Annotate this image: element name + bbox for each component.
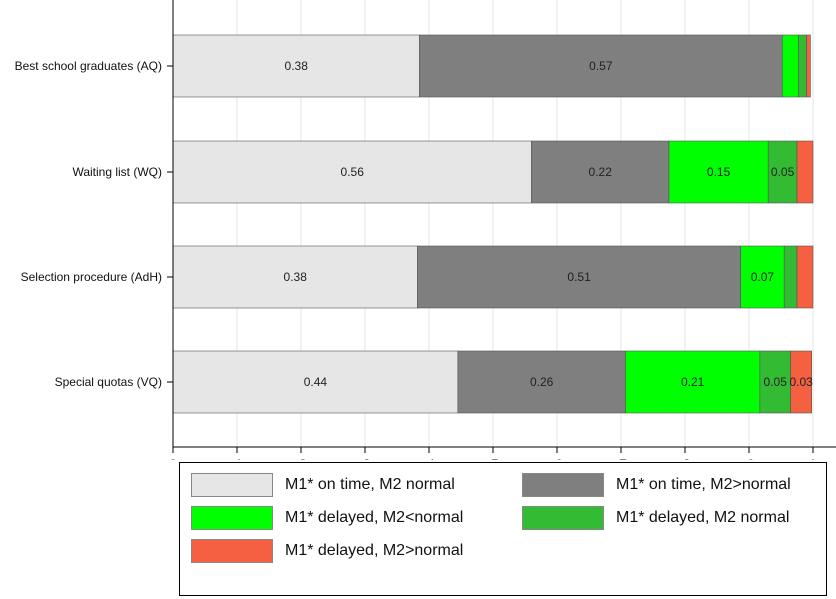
bar-segment <box>796 140 814 204</box>
axes: 0 .1 .2 .3 .4 .5 .6 .7 .8 .9 1 <box>167 0 836 460</box>
legend-item-3: M1* delayed, M2<normal <box>191 506 463 530</box>
bar-segment <box>797 34 807 98</box>
data-label: 0.22 <box>589 165 613 179</box>
legend-item-1: M1* on time, M2 normal <box>191 473 455 497</box>
data-label: 0.26 <box>530 375 554 389</box>
bar-segment <box>759 350 791 414</box>
x-tick-label: .2 <box>295 456 307 460</box>
legend-label-3: M1* delayed, M2<normal <box>285 509 464 526</box>
x-tick-label: .6 <box>551 456 563 460</box>
legend-label-4: M1* delayed, M2 normal <box>616 509 790 526</box>
bar-segment <box>783 245 798 309</box>
legend-item-5: M1* delayed, M2>normal <box>191 539 463 563</box>
legend-swatch-5 <box>191 539 273 563</box>
legend-label-2: M1* on time, M2>normal <box>616 476 791 493</box>
bar-segment <box>806 34 811 98</box>
bar-segment <box>781 34 799 98</box>
data-label: 0.44 <box>304 375 328 389</box>
category-label: Special quotas (VQ) <box>55 375 162 389</box>
bar-segment <box>172 245 418 309</box>
category-labels: Best school graduates (AQ) Waiting list (… <box>15 59 162 389</box>
bar-segment <box>457 350 626 414</box>
data-label: 0.38 <box>285 59 309 73</box>
bar-segment <box>796 245 814 309</box>
legend-swatch-1 <box>191 473 273 497</box>
data-label: 0.57 <box>589 59 613 73</box>
category-label: Best school graduates (AQ) <box>15 59 162 73</box>
stacked-bar-chart: 0.38 0.570.56 0.22 0.15 0.050.38 0.51 0.070.44… <box>15 0 836 460</box>
data-label: 0.03 <box>789 375 813 389</box>
bar-segment <box>417 245 741 309</box>
legend-item-4: M1* delayed, M2 normal <box>522 506 789 530</box>
bar-segment <box>419 34 783 98</box>
legend-label-5: M1* delayed, M2>normal <box>285 542 464 559</box>
legend-swatch-4 <box>522 506 604 530</box>
data-label: 0.07 <box>751 270 775 284</box>
data-label: 0.21 <box>681 375 705 389</box>
legend: M1* on time, M2 normal M1* on time, M2>n… <box>179 462 827 596</box>
category-label: Selection procedure (AdH) <box>21 270 162 284</box>
legend-item-2: M1* on time, M2>normal <box>522 473 791 497</box>
bar-segment <box>740 245 785 309</box>
data-label: 0.51 <box>567 270 591 284</box>
x-tick-label: .4 <box>423 456 435 460</box>
data-label: 0.05 <box>764 375 788 389</box>
bar-segment <box>668 140 769 204</box>
legend-swatch-3 <box>191 506 273 530</box>
bar-segment <box>790 350 813 414</box>
legend-swatch-2 <box>522 473 604 497</box>
bars: 0.38 0.57 0.56 0.22 0.15 0.05 0.38 0.51 0.07 0.44… <box>172 34 814 414</box>
data-label: 0.56 <box>341 165 365 179</box>
x-tick-label: .5 <box>487 456 499 460</box>
category-label: Waiting list (WQ) <box>72 165 162 179</box>
x-tick-label: .7 <box>615 456 627 460</box>
x-tick-label: .9 <box>743 456 755 460</box>
data-label: 0.15 <box>707 165 731 179</box>
x-tick-label: 1 <box>809 456 817 460</box>
bar-segment <box>767 140 798 204</box>
bar-segment <box>172 34 420 98</box>
x-tick-label: .3 <box>359 456 371 460</box>
x-tick-label: .8 <box>679 456 691 460</box>
x-tick-label: .1 <box>231 456 243 460</box>
bar-segment <box>172 140 532 204</box>
data-label: 0.38 <box>284 270 308 284</box>
legend-label-1: M1* on time, M2 normal <box>285 476 455 493</box>
bar-segment <box>172 350 459 414</box>
data-label: 0.05 <box>771 165 795 179</box>
x-tick-label: 0 <box>169 456 177 460</box>
